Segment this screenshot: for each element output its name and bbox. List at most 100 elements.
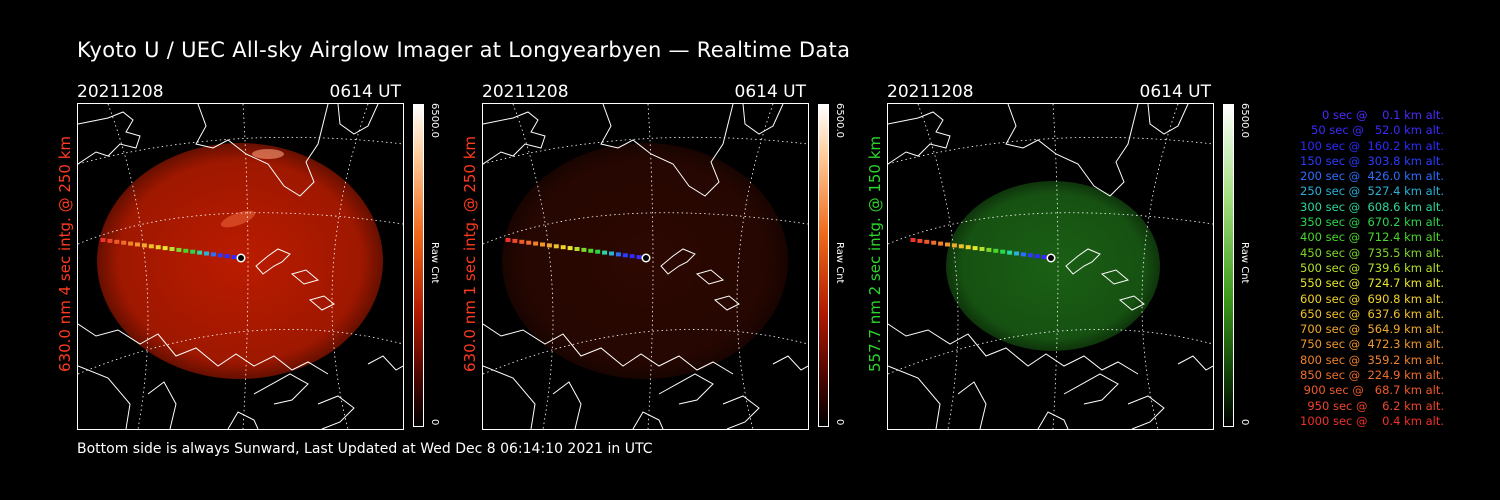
aurora-patch [252,149,284,159]
coastline [552,381,582,429]
coastline [317,395,355,429]
legend-row: 400 sec @ 712.4 km alt. [1296,230,1444,245]
trajectory-point [190,249,196,254]
coastline [1037,411,1069,429]
trajectory-point [910,238,916,242]
panel-date: 20211208 [77,82,164,102]
map-grid-line [483,329,808,375]
trajectory-point [210,252,216,257]
coastline [147,381,177,429]
aurora-patch [220,210,256,228]
legend-row: 800 sec @ 359.2 km alt. [1296,352,1444,367]
trajectory-point [217,253,223,258]
trajectory-point [1020,252,1026,257]
map-grid-line [736,104,774,429]
coastline [1177,355,1213,371]
trajectory-point [1000,249,1006,254]
coastline [660,248,696,275]
coastline [308,295,335,311]
coastline [1118,295,1145,311]
trajectory-legend: 0 sec @ 0.1 km alt. 50 sec @ 52.0 km alt… [1268,108,1444,429]
coastline [772,355,808,371]
colorbar-max-label: 6500.0 [429,103,440,138]
panel-date: 20211208 [482,82,569,102]
trajectory-point [567,246,573,251]
legend-row: 0 sec @ 0.1 km alt. [1311,108,1444,122]
trajectory-point [993,248,999,253]
trajectory-point [100,238,106,242]
coastline [367,355,403,371]
colorbar-unit-label: Raw Cnt [834,242,845,284]
coastline [1100,269,1130,285]
colorbar-min-label: 0 [1239,419,1250,426]
legend-row: 150 sec @ 303.8 km alt. [1296,153,1444,168]
trajectory-point [176,247,182,252]
map-grid-line [1141,104,1179,429]
trajectory-point [224,254,230,259]
trajectory-point [979,247,985,251]
footer-note: Bottom side is always Sunward, Last Upda… [77,441,653,457]
colorbar-min-label: 0 [834,419,845,426]
trajectory-point [197,250,203,255]
legend-row: 200 sec @ 426.0 km alt. [1296,169,1444,184]
coastline [483,111,546,165]
allsky-image [482,103,809,430]
legend-row: 700 sec @ 564.9 km alt. [1296,322,1444,337]
colorbar [1223,104,1234,427]
coastline [1005,104,1139,197]
coastline [713,295,740,311]
legend-row: 250 sec @ 527.4 km alt. [1296,184,1444,199]
map-grid-line [331,104,369,429]
trajectory-point [945,242,950,247]
trajectory-point [588,248,594,253]
trajectory-point [965,245,971,250]
station-marker-core [1048,255,1054,261]
trajectory-point [162,246,168,251]
trajectory-point [121,240,127,245]
coastline [195,104,329,197]
map-grid-line [888,212,1213,245]
trajectory-point [636,255,642,260]
panel-wavelength-label: 630.0 nm 1 sec intg. @ 250 km [461,135,479,372]
map-grid-line [888,136,1213,165]
trajectory-point [553,244,559,249]
coastline [255,248,291,275]
coastline [600,104,734,197]
allsky-image [77,103,404,430]
coastline [888,365,941,429]
panel-wavelength-label: 630.0 nm 4 sec intg. @ 250 km [56,135,74,372]
coastline [227,411,259,429]
legend-row: 300 sec @ 608.6 km alt. [1296,199,1444,214]
trajectory-point [107,238,113,243]
coastline [1147,104,1189,135]
allsky-image [887,103,1214,430]
legend-row: 50 sec @ 52.0 km alt. [1303,123,1444,138]
station-marker-core [238,255,244,261]
trajectory-point [135,242,140,247]
trajectory-point [986,247,992,252]
trajectory-point [540,242,545,247]
coastline [1127,395,1165,429]
colorbar [818,104,829,427]
legend-row: 350 sec @ 670.2 km alt. [1296,215,1444,230]
legend-row: 100 sec @ 160.2 km alt. [1296,138,1444,153]
legend-row: 950 sec @ 6.2 km alt. [1303,398,1444,413]
panel-time: 0614 UT [734,82,807,102]
map-grid-line [78,212,403,245]
trajectory-point [602,250,608,255]
trajectory-point [519,239,525,244]
trajectory-point [148,244,154,249]
trajectory-point [615,252,621,257]
trajectory-point [183,248,189,253]
trajectory-point [595,249,601,254]
trajectory-point [1041,255,1047,260]
coastline [290,269,320,285]
trajectory-point [128,241,134,246]
colorbar-max-label: 6500.0 [1239,103,1250,138]
trajectory-point [526,240,532,245]
trajectory-point [622,253,628,258]
trajectory-point [204,251,209,256]
trajectory-point [924,239,930,244]
airglow-disk [946,181,1160,351]
coastline [888,111,951,165]
